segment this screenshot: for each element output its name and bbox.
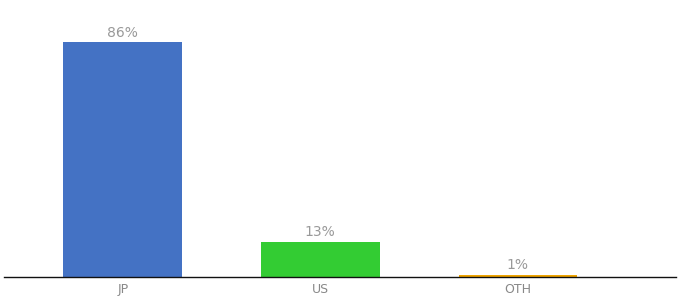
Bar (458, 274, 577, 277)
Text: 1%: 1% (507, 258, 529, 272)
Bar (261, 242, 379, 277)
Text: 86%: 86% (107, 26, 138, 40)
Bar (63, 42, 182, 277)
Text: 13%: 13% (305, 225, 336, 239)
